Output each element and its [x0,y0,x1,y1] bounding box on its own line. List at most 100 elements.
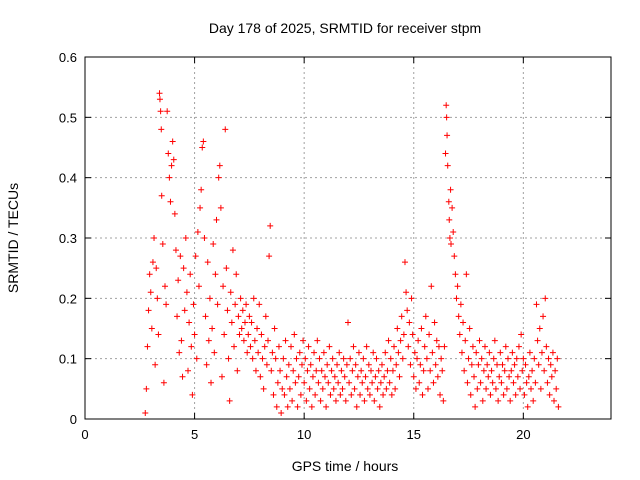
data-point [220,283,227,290]
data-point [283,373,290,380]
data-point [431,319,438,326]
data-point [445,198,452,205]
data-point [191,331,198,338]
data-point [271,325,278,332]
data-point [383,385,390,392]
x-tick-label: 15 [407,427,421,442]
data-point [281,391,288,398]
data-point [342,397,349,404]
data-point [243,301,250,308]
data-point [258,331,265,338]
data-point [409,331,416,338]
data-point [351,385,358,392]
data-point [156,96,163,103]
data-point [155,331,162,338]
data-point [269,349,276,356]
data-point [443,102,450,109]
data-point [166,174,173,181]
data-point [217,204,224,211]
data-point [449,204,456,211]
data-point [414,355,421,362]
data-point [298,361,305,368]
data-point [327,391,334,398]
data-point [487,391,494,398]
data-point [485,373,492,380]
data-point [529,367,536,374]
data-point [353,403,360,410]
data-point [186,319,193,326]
data-point [167,198,174,205]
data-point [394,325,401,332]
data-point [157,108,164,115]
data-point [420,367,427,374]
data-point [308,403,315,410]
data-point [201,235,208,241]
data-point [498,379,505,386]
data-point [388,391,395,398]
data-point [544,379,551,386]
data-point [397,337,404,344]
data-point [469,343,476,350]
data-point [503,385,510,392]
data-point [345,319,351,326]
data-point [474,385,481,392]
data-point [239,307,246,314]
data-point [401,259,408,266]
data-point [448,241,455,248]
data-point [153,265,160,272]
data-point [203,361,210,368]
data-point [339,385,346,392]
data-point [419,391,426,398]
data-point [160,379,167,386]
data-point [307,361,314,368]
data-point [232,301,239,308]
data-point [391,343,398,350]
data-point [248,319,255,326]
data-point [536,325,543,332]
data-point [341,373,348,380]
data-point [305,343,312,350]
data-point [542,295,549,302]
data-point [421,343,428,350]
data-point [317,397,324,404]
data-point [430,379,437,386]
x-tick-label: 0 [81,427,88,442]
data-point [190,301,197,308]
data-point [508,367,515,374]
data-point [323,403,330,410]
data-point [381,373,388,380]
data-point [511,361,518,368]
data-point [238,325,245,332]
data-point [538,349,545,356]
data-point [227,289,234,296]
data-point [187,271,194,278]
data-point [521,391,528,398]
data-point [215,174,222,181]
data-point [159,241,166,248]
data-point [147,289,154,296]
data-point [548,373,555,380]
data-point [330,385,337,392]
data-point [295,373,302,380]
data-point [429,349,436,356]
data-point [202,313,209,320]
data-point [454,283,461,290]
data-point [471,373,478,380]
y-tick-label: 0.1 [59,352,77,367]
data-point [478,355,485,362]
data-point [152,361,159,368]
y-tick-label: 0.3 [59,231,77,246]
data-point [300,337,307,344]
data-point [468,361,475,368]
data-point [456,331,463,338]
data-point [236,331,243,338]
data-point [441,343,448,350]
data-point [551,397,558,404]
y-tick-label: 0.2 [59,291,77,306]
data-point [528,385,535,392]
data-point [547,361,554,368]
data-point [378,361,385,368]
data-point [494,361,501,368]
data-point [316,355,323,362]
data-point [365,361,372,368]
